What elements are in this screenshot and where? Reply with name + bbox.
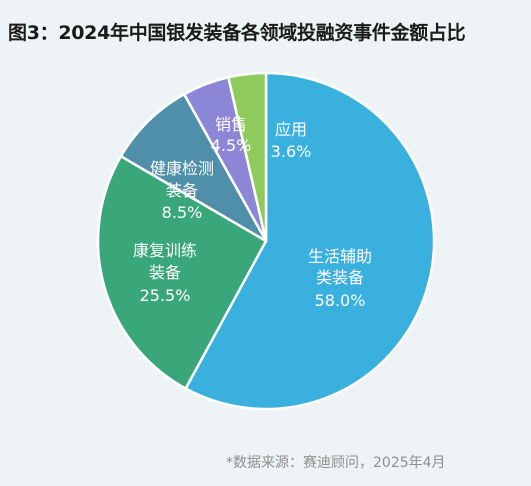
slice-label-1-line-2: 类装备 <box>316 268 364 287</box>
slice-label-3-line-2: 装备 <box>166 181 198 200</box>
slice-label-2-line-3: 25.5% <box>140 286 191 305</box>
slice-label-2-line-2: 装备 <box>149 263 181 282</box>
slice-label-5-line-2: 3.6% <box>271 142 312 161</box>
slice-label-3-line-1: 健康检测 <box>150 159 214 178</box>
pie-slice-5 <box>227 71 268 243</box>
pie-slice-2 <box>96 154 268 390</box>
pie-slices <box>96 71 436 411</box>
chart-title: 图3：2024年中国银发装备各领域投融资事件金额占比 <box>8 22 466 44</box>
slice-label-4-line-2: 4.5% <box>211 136 252 155</box>
slice-label-5-line-1: 应用 <box>275 120 307 139</box>
pie-slice-1 <box>184 71 436 411</box>
slice-label-3-line-3: 8.5% <box>162 203 203 222</box>
pie-labels: 生活辅助类装备58.0%康复训练装备25.5%健康检测装备8.5%销售4.5%应… <box>133 115 372 310</box>
slice-label-4-line-1: 销售 <box>215 115 247 134</box>
slice-label-1-line-1: 生活辅助 <box>308 247 372 266</box>
pie-slice-3 <box>119 93 268 243</box>
data-source: *数据来源：赛迪顾问，2025年4月 <box>226 455 446 471</box>
slice-label-2-line-1: 康复训练 <box>133 241 197 260</box>
slice-label-1-line-3: 58.0% <box>315 291 366 310</box>
